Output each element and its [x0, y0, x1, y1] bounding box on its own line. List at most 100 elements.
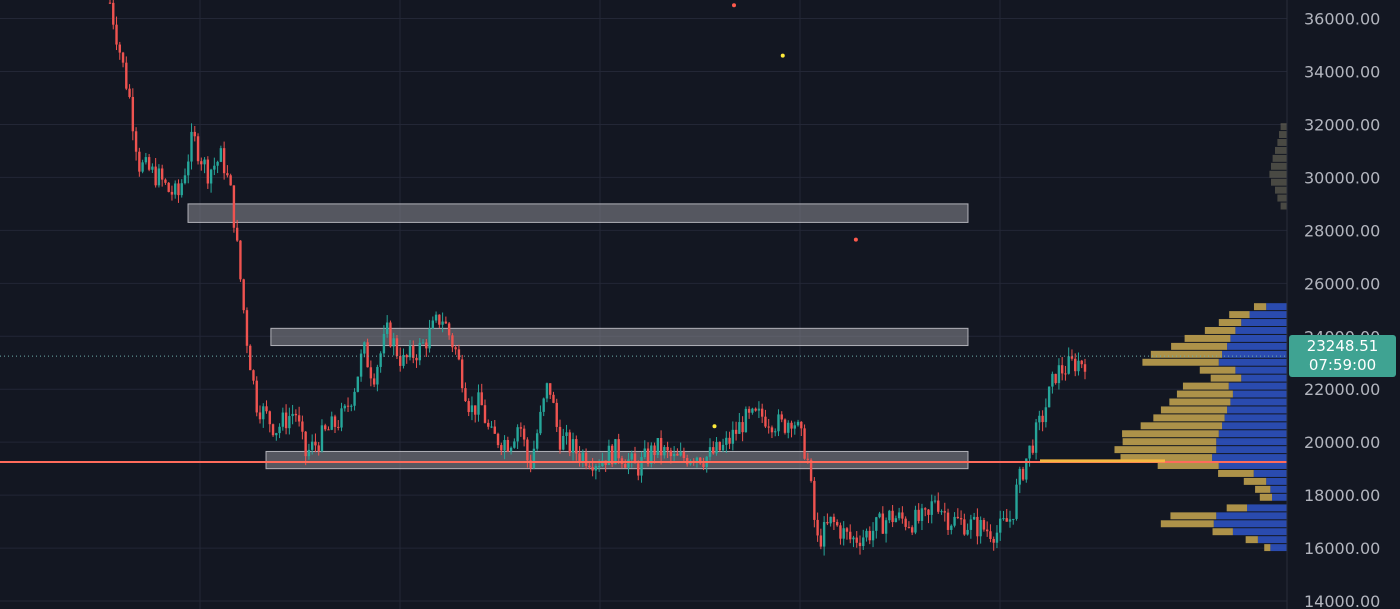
vp-row-up — [1226, 504, 1248, 512]
vp-row-down — [1222, 422, 1287, 430]
candle-body — [128, 88, 131, 97]
candle-body — [562, 435, 565, 450]
vp-row-down — [1235, 366, 1287, 374]
vp-upper-row — [1275, 186, 1287, 194]
candle-body — [444, 321, 448, 324]
candle-body — [353, 391, 356, 406]
candle-body — [803, 428, 806, 459]
candle-body — [262, 406, 265, 420]
candle-body — [415, 357, 418, 361]
candle-body — [112, 2, 115, 25]
candle-body — [216, 161, 219, 166]
candle-body — [317, 445, 320, 452]
vp-row-down — [1249, 311, 1287, 319]
vp-row-up — [1170, 512, 1217, 520]
candle-body — [379, 353, 382, 367]
candle-body — [881, 513, 885, 534]
candle-body — [281, 412, 285, 427]
candle-body — [474, 405, 477, 415]
candle-body — [457, 349, 461, 360]
vp-row-down — [1227, 406, 1287, 414]
candle-body — [549, 383, 552, 395]
candle-body — [144, 157, 148, 163]
vp-row-up — [1157, 462, 1219, 469]
candle-body — [855, 537, 858, 543]
candle-body — [327, 429, 330, 431]
candle-body — [796, 421, 800, 426]
vp-row-up — [1153, 414, 1225, 422]
candle-body — [754, 408, 757, 411]
candle-body — [346, 405, 350, 407]
candle-body — [614, 439, 617, 465]
candle-body — [839, 525, 842, 539]
candle-body — [764, 416, 767, 427]
vp-row-down — [1222, 350, 1287, 358]
bar-countdown: 07:59:00 — [1308, 356, 1377, 375]
vp-row-down — [1218, 430, 1287, 438]
candle-body — [822, 522, 826, 547]
candle-body — [418, 342, 421, 361]
vp-row-up — [1253, 303, 1267, 311]
candle-body — [154, 166, 157, 186]
candle-body — [496, 433, 500, 446]
vp-row-down — [1232, 528, 1287, 536]
candle-body — [516, 427, 519, 442]
candle-body — [584, 452, 588, 466]
candle-body — [871, 530, 875, 541]
candle-body — [542, 398, 545, 412]
candle-body — [777, 414, 780, 432]
candle-body — [891, 510, 894, 523]
last-price-tag: 23248.51 07:59:00 — [1289, 335, 1396, 378]
vp-row-down — [1212, 454, 1287, 462]
candle-body — [659, 437, 663, 456]
candle-body — [653, 445, 656, 456]
candle-body — [447, 323, 451, 336]
candle-body — [522, 428, 526, 440]
candle-body — [356, 376, 360, 392]
candle-body — [412, 345, 415, 358]
candle-body — [174, 183, 177, 195]
candle-body — [715, 441, 718, 454]
candle-body — [503, 440, 506, 451]
candle-body — [591, 467, 594, 471]
candle-body — [747, 408, 751, 413]
candle-body — [721, 444, 725, 451]
candle-body — [545, 383, 549, 399]
candle-body — [966, 529, 969, 535]
candle-body — [366, 342, 369, 368]
y-tick-label: 18000.00 — [1304, 486, 1380, 505]
vp-row-down — [1218, 462, 1287, 469]
candle-body — [382, 333, 386, 354]
candle-body — [513, 441, 516, 448]
candle-body — [121, 52, 125, 63]
candle-body — [1064, 373, 1067, 375]
candle-body — [480, 392, 483, 406]
candle-body — [392, 338, 395, 347]
vp-row-down — [1270, 485, 1287, 493]
candle-body — [1002, 518, 1005, 520]
vp-row-up — [1150, 350, 1223, 358]
vp-row-up — [1229, 311, 1250, 319]
vp-row-up — [1160, 406, 1228, 414]
candle-body — [187, 161, 190, 176]
candle-body — [617, 439, 620, 459]
candle-body — [1008, 519, 1012, 522]
candle-body — [780, 414, 783, 420]
candle-body — [712, 447, 715, 454]
y-tick-label: 34000.00 — [1304, 62, 1380, 81]
candle-body — [783, 419, 787, 433]
candle-body — [1080, 360, 1083, 365]
candle-body — [637, 463, 640, 476]
candle-body — [151, 166, 154, 170]
vp-row-down — [1232, 390, 1287, 398]
candle-body — [757, 408, 761, 411]
candle-body — [493, 426, 496, 434]
candle-body — [770, 427, 774, 433]
candle-body — [288, 416, 291, 429]
y-tick-label: 36000.00 — [1304, 10, 1380, 29]
candle-body — [314, 441, 317, 446]
candle-body — [206, 159, 210, 184]
candle-body — [337, 426, 340, 428]
vp-row-up — [1184, 334, 1231, 342]
